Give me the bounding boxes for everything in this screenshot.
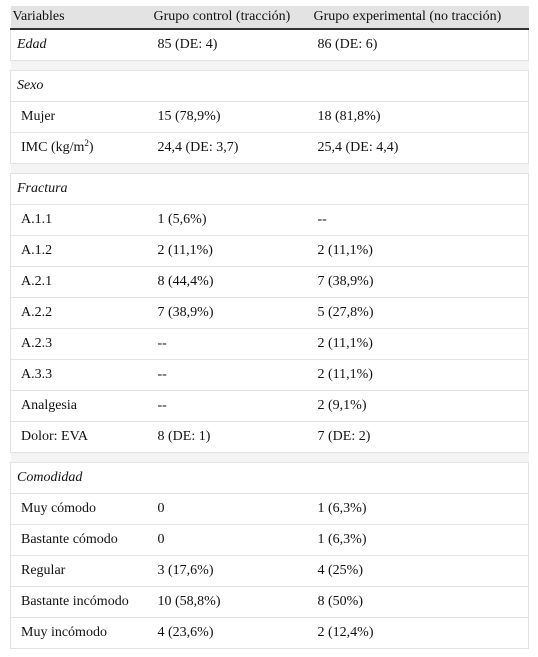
cell-experimental: 4 (25%) [311,555,529,587]
section-sexo: Sexo [10,70,529,102]
section-comodidad: Comodidad [10,462,529,494]
cell-control: 0 [151,493,312,525]
section-label: Comodidad [10,462,529,494]
row-label: Bastante cómodo [10,524,152,556]
cell-control: 15 (78,9%) [151,101,312,133]
cell-control: 3 (17,6%) [151,555,312,587]
table-row-bastante-incomodo: Bastante incómodo 10 (58,8%) 8 (50%) [10,586,529,618]
row-label: A.1.1 [10,204,152,236]
cell-control: 0 [151,524,312,556]
cell-control: -- [151,390,312,422]
row-label: Bastante incómodo [10,586,152,618]
cell-experimental: 18 (81,8%) [311,101,529,133]
table-row-a33: A.3.3 -- 2 (11,1%) [10,359,529,391]
cell-control: 7 (38,9%) [151,297,312,329]
table-row-a21: A.2.1 8 (44,4%) 7 (38,9%) [10,266,529,298]
row-label: Regular [10,555,152,587]
row-label: A.2.3 [10,328,152,360]
row-label: Mujer [10,101,152,133]
table-row-muy-incomodo: Muy incómodo 4 (23,6%) 2 (12,4%) [10,617,529,649]
cell-control: -- [151,328,312,360]
header-row: Variables Grupo control (tracción) Grupo… [10,6,529,30]
cell-control: 1 (5,6%) [151,204,312,236]
table-row-mujer: Mujer 15 (78,9%) 18 (81,8%) [10,101,529,133]
spacer-row [10,452,529,463]
row-label: A.3.3 [10,359,152,391]
imc-label: IMC (kg/m [21,140,85,155]
table-row-regular: Regular 3 (17,6%) 4 (25%) [10,555,529,587]
cell-experimental: 86 (DE: 6) [311,29,529,61]
cell-experimental: 1 (6,3%) [311,493,529,525]
row-label: IMC (kg/m2) [10,132,152,164]
section-label: Fractura [10,173,529,205]
row-label: A.2.1 [10,266,152,298]
row-label: Dolor: EVA [10,421,152,453]
row-label: Analgesia [10,390,152,422]
imc-superscript: 2 [84,138,89,148]
section-fractura: Fractura [10,173,529,205]
cell-control: 4 (23,6%) [151,617,312,649]
row-label: Muy cómodo [10,493,152,525]
cell-experimental: -- [311,204,529,236]
cell-control: 10 (58,8%) [151,586,312,618]
header-variables: Variables [10,6,152,30]
cell-experimental: 8 (50%) [311,586,529,618]
cell-control: 85 (DE: 4) [151,29,312,61]
table-row-analgesia: Analgesia -- 2 (9,1%) [10,390,529,422]
section-label: Sexo [10,70,529,102]
cell-control: -- [151,359,312,391]
data-table: Variables Grupo control (tracción) Grupo… [10,6,529,649]
cell-experimental: 2 (9,1%) [311,390,529,422]
cell-experimental: 25,4 (DE: 4,4) [311,132,529,164]
row-label: Edad [10,29,152,61]
row-label: A.1.2 [10,235,152,267]
spacer-row [10,163,529,174]
cell-control: 24,4 (DE: 3,7) [151,132,312,164]
table-row-a12: A.1.2 2 (11,1%) 2 (11,1%) [10,235,529,267]
header-experimental: Grupo experimental (no tracción) [311,6,529,30]
table-row-muy-comodo: Muy cómodo 0 1 (6,3%) [10,493,529,525]
table-row-bastante-comodo: Bastante cómodo 0 1 (6,3%) [10,524,529,556]
cell-experimental: 1 (6,3%) [311,524,529,556]
cell-experimental: 2 (11,1%) [311,328,529,360]
row-label: Muy incómodo [10,617,152,649]
imc-label-end: ) [88,140,94,155]
cell-experimental: 2 (12,4%) [311,617,529,649]
cell-control: 8 (44,4%) [151,266,312,298]
table-row-imc: IMC (kg/m2) 24,4 (DE: 3,7) 25,4 (DE: 4,4… [10,132,529,164]
table-row-dolor: Dolor: EVA 8 (DE: 1) 7 (DE: 2) [10,421,529,453]
cell-control: 8 (DE: 1) [151,421,312,453]
cell-experimental: 5 (27,8%) [311,297,529,329]
cell-experimental: 7 (38,9%) [311,266,529,298]
table-row-edad: Edad 85 (DE: 4) 86 (DE: 6) [10,29,529,61]
header-control: Grupo control (tracción) [151,6,312,30]
table-row-a23: A.2.3 -- 2 (11,1%) [10,328,529,360]
cell-experimental: 2 (11,1%) [311,359,529,391]
cell-experimental: 2 (11,1%) [311,235,529,267]
row-label: A.2.2 [10,297,152,329]
table-row-a22: A.2.2 7 (38,9%) 5 (27,8%) [10,297,529,329]
spacer-row [10,60,529,71]
cell-experimental: 7 (DE: 2) [311,421,529,453]
cell-control: 2 (11,1%) [151,235,312,267]
table-row-a11: A.1.1 1 (5,6%) -- [10,204,529,236]
